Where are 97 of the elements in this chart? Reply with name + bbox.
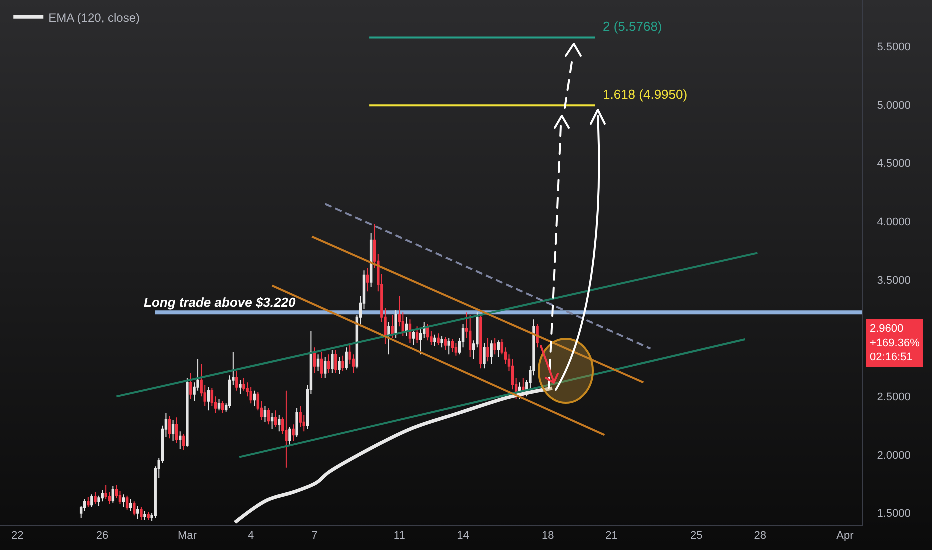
candlestick bbox=[218, 398, 221, 412]
candlestick bbox=[331, 350, 334, 374]
annotation: 2 (5.5768) bbox=[603, 19, 662, 34]
ref-line-label: Long trade above $3.220 bbox=[144, 295, 296, 310]
x-tick-label: 25 bbox=[690, 530, 703, 542]
candlestick bbox=[168, 416, 172, 440]
candlestick bbox=[186, 378, 189, 448]
candlestick bbox=[440, 336, 444, 348]
candlestick bbox=[236, 370, 238, 392]
candlestick bbox=[494, 338, 496, 356]
x-tick-label: Apr bbox=[836, 530, 854, 542]
candlestick bbox=[391, 314, 394, 339]
candlestick bbox=[345, 347, 348, 370]
candlestick bbox=[292, 424, 295, 442]
y-tick-label: 4.5000 bbox=[877, 158, 911, 170]
candlestick bbox=[182, 434, 186, 451]
candlestick bbox=[87, 496, 90, 508]
candlestick bbox=[412, 328, 416, 346]
candlestick bbox=[434, 334, 436, 347]
candlestick bbox=[490, 340, 493, 364]
candlestick bbox=[313, 347, 316, 374]
candlestick bbox=[299, 406, 302, 428]
candlestick bbox=[274, 410, 278, 428]
x-tick-label: 4 bbox=[248, 530, 254, 542]
x-tick-label: 11 bbox=[394, 530, 406, 542]
candlestick bbox=[144, 510, 146, 521]
candlestick bbox=[207, 386, 210, 412]
candlestick bbox=[451, 339, 454, 353]
candlestick bbox=[270, 412, 274, 430]
text: 2.9600 +169.36% 02:16:51 bbox=[870, 323, 920, 364]
candlestick bbox=[288, 426, 292, 446]
candlestick bbox=[448, 338, 450, 356]
candlestick bbox=[408, 319, 412, 344]
candlestick bbox=[267, 408, 270, 426]
candlestick bbox=[122, 494, 126, 508]
candlestick bbox=[104, 484, 108, 500]
y-tick-label: 5.0000 bbox=[877, 100, 911, 112]
candlestick bbox=[437, 333, 440, 346]
candlestick bbox=[334, 350, 338, 374]
candlestick bbox=[253, 390, 256, 406]
y-tick-label: 2.0000 bbox=[877, 450, 911, 462]
x-tick-label: Mar bbox=[178, 530, 198, 542]
candlestick bbox=[328, 354, 330, 374]
candlestick bbox=[101, 490, 104, 502]
candlestick bbox=[320, 352, 324, 378]
candlestick bbox=[480, 314, 482, 370]
x-tick-label: 28 bbox=[754, 530, 766, 542]
x-tick-label: 18 bbox=[542, 530, 554, 542]
candlestick bbox=[221, 400, 224, 414]
y-tick-label: 1.5000 bbox=[877, 508, 911, 520]
x-tick-label: 7 bbox=[312, 530, 318, 542]
candlestick bbox=[394, 310, 398, 339]
candlestick bbox=[90, 494, 94, 508]
candlestick bbox=[536, 324, 539, 348]
candlestick bbox=[239, 380, 242, 395]
candlestick bbox=[342, 355, 344, 372]
x-tick-label: 22 bbox=[12, 530, 24, 542]
candlestick bbox=[416, 326, 419, 344]
candlestick bbox=[497, 340, 500, 358]
candlestick bbox=[133, 501, 136, 516]
candlestick bbox=[126, 495, 129, 510]
candlestick bbox=[250, 386, 252, 404]
candlestick bbox=[324, 356, 327, 378]
candlestick bbox=[278, 414, 281, 432]
candlestick bbox=[338, 356, 341, 375]
y-tick-label: 4.0000 bbox=[877, 216, 911, 229]
legend-label: EMA (120, close) bbox=[48, 10, 140, 25]
annotation: 1.618 (4.9950) bbox=[603, 87, 688, 102]
candlestick bbox=[454, 342, 458, 356]
candlestick bbox=[178, 431, 182, 450]
x-tick-label: 26 bbox=[96, 530, 109, 542]
y-tick-label: 2.5000 bbox=[877, 392, 911, 404]
candlestick bbox=[94, 492, 97, 504]
candlestick bbox=[190, 372, 192, 400]
candlestick bbox=[483, 342, 486, 370]
candlestick bbox=[444, 336, 447, 350]
y-tick-label: 5.5000 bbox=[877, 42, 911, 54]
candlestick bbox=[175, 417, 178, 444]
candlestick bbox=[112, 486, 115, 504]
candlestick bbox=[129, 498, 132, 512]
x-tick-label: 14 bbox=[457, 530, 470, 542]
x-tick-label: 21 bbox=[606, 530, 618, 542]
candlestick bbox=[147, 512, 150, 521]
candlestick bbox=[140, 507, 143, 521]
candlestick bbox=[316, 354, 320, 372]
candlestick bbox=[468, 314, 472, 358]
candlestick bbox=[366, 268, 370, 292]
candlestick bbox=[285, 390, 288, 468]
candlestick bbox=[370, 232, 373, 288]
y-tick-label: 3.5000 bbox=[877, 274, 911, 287]
candlestick bbox=[136, 506, 140, 520]
candlestick bbox=[486, 338, 490, 362]
candlestick bbox=[264, 406, 267, 423]
candlestick bbox=[172, 420, 175, 442]
candlestick bbox=[388, 322, 390, 356]
candlestick bbox=[296, 408, 298, 438]
candlestick bbox=[405, 316, 408, 336]
